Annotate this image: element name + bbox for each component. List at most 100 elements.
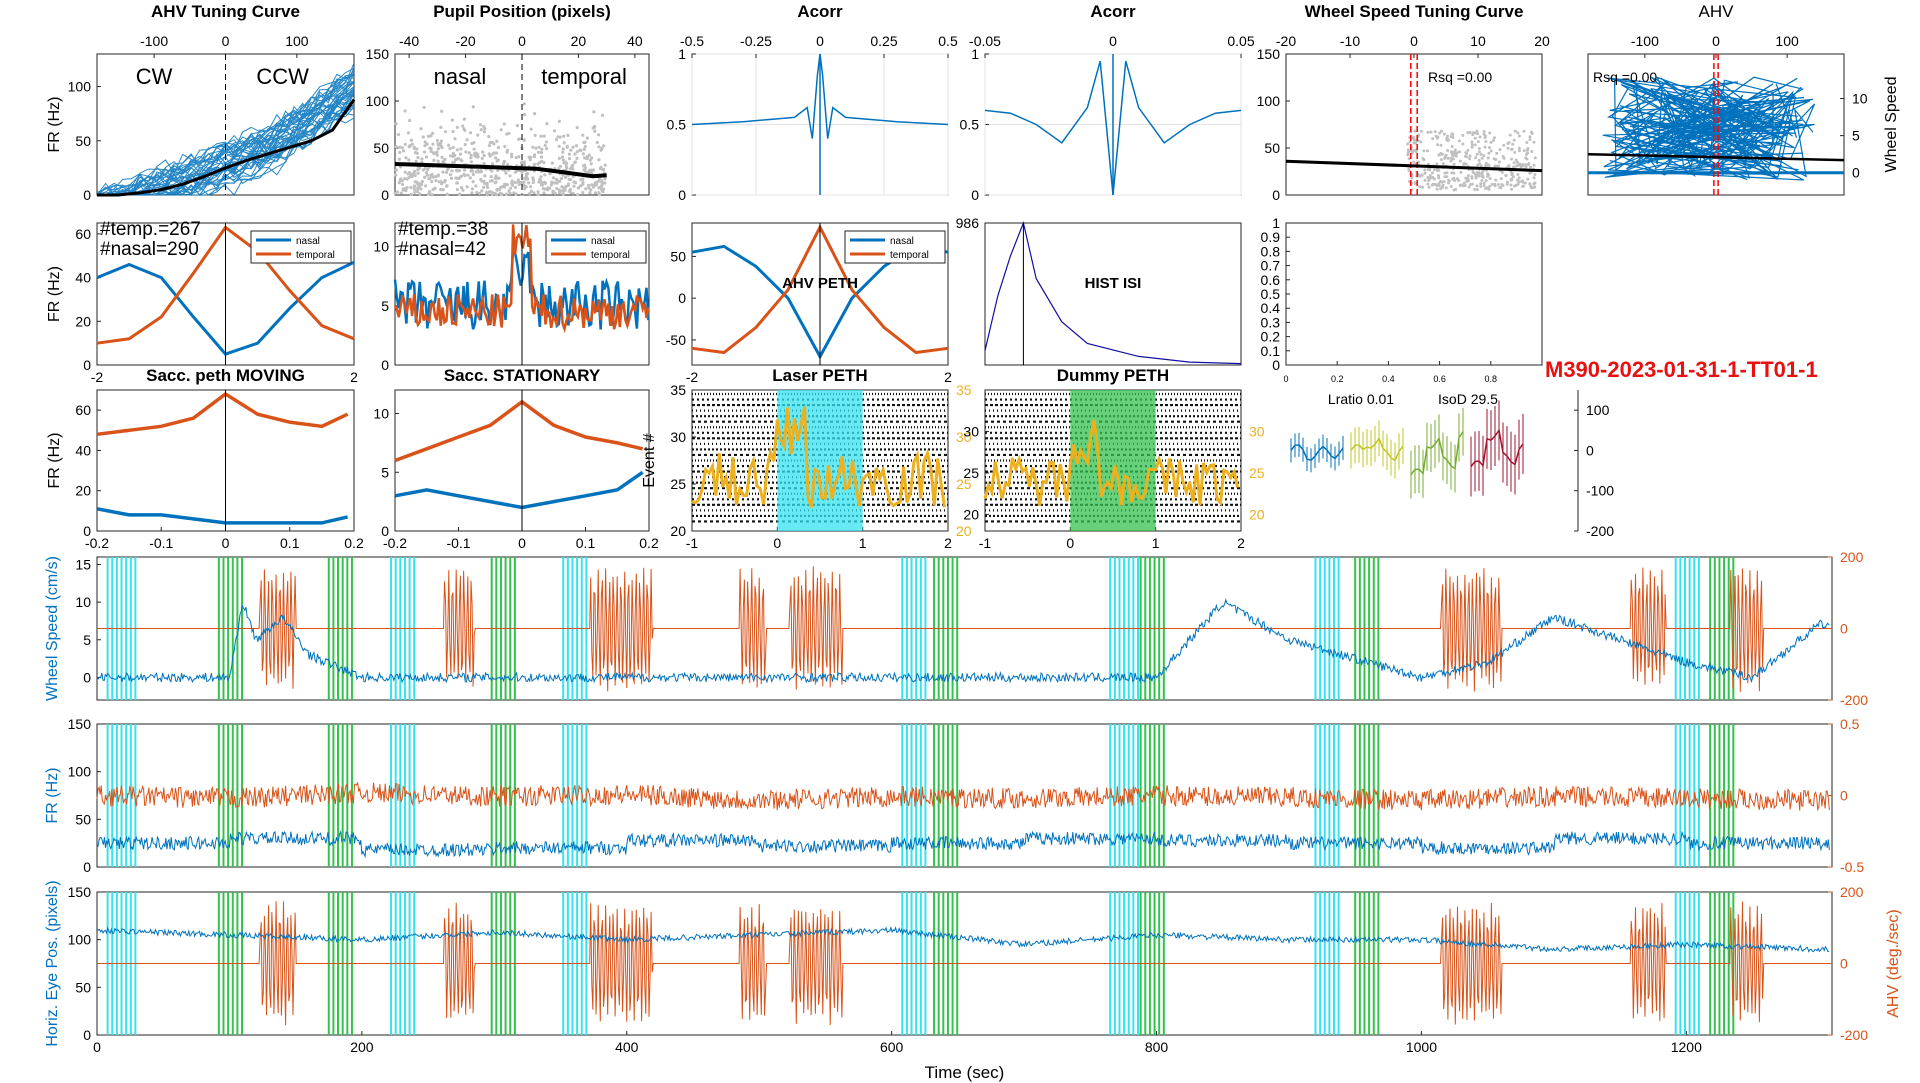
series-line-0	[1587, 152, 1845, 162]
scatter-point	[548, 172, 552, 176]
y-tick-label: 0.6	[1261, 272, 1281, 288]
rsq-label: Rsq =0.00	[1593, 69, 1657, 85]
scatter-point	[534, 146, 538, 150]
scatter-point	[448, 154, 453, 158]
scatter-point	[482, 162, 486, 166]
scatter-point	[597, 177, 602, 181]
scatter-point	[421, 135, 425, 139]
scatter-point	[1479, 152, 1483, 156]
legend-label: nasal	[890, 236, 914, 247]
scatter-point	[542, 134, 546, 138]
scatter-point	[455, 176, 459, 180]
x-tick-label: 0	[222, 33, 230, 49]
scatter-point	[1488, 184, 1492, 188]
scatter-point	[522, 112, 527, 117]
scatter-point	[481, 185, 486, 189]
scatter-point	[593, 129, 597, 133]
legend-label: temporal	[296, 250, 335, 261]
scatter-point	[575, 150, 579, 154]
scatter-point	[567, 177, 571, 181]
scatter-point	[481, 150, 485, 154]
figure-label: M390-2023-01-31-1-TT01-1	[1545, 357, 1818, 382]
y-tick-label: 5	[1852, 128, 1860, 144]
y-tick-label: 150	[68, 716, 92, 732]
scatter-point	[413, 173, 417, 178]
y-tick-label: 20	[670, 523, 686, 539]
scatter-point	[400, 146, 405, 150]
scatter-point	[496, 168, 500, 172]
scatter-point	[583, 166, 588, 170]
scatter-point	[1427, 178, 1431, 182]
scatter-point	[490, 190, 494, 194]
scatter-point	[465, 138, 469, 142]
scatter-point	[1464, 152, 1468, 156]
axes-box	[1285, 222, 1543, 366]
scatter-point	[579, 184, 583, 188]
scatter-point	[557, 188, 561, 192]
scatter-point	[514, 192, 518, 196]
y-tick-label: 0.2	[1261, 329, 1281, 345]
scatter-point	[483, 174, 487, 178]
scatter-point	[505, 148, 510, 152]
y-tick-label: 25	[963, 465, 979, 481]
annotation-cw: CW	[136, 64, 173, 89]
scatter-point	[414, 159, 418, 163]
scatter-point	[588, 158, 592, 162]
y-tick-label: 25	[670, 476, 686, 492]
scatter-point	[1482, 181, 1486, 185]
series-line-0	[394, 470, 644, 510]
scatter-point	[1411, 151, 1415, 155]
scatter-point	[531, 145, 535, 149]
scatter-point	[406, 131, 411, 135]
scatter-point	[1486, 174, 1490, 178]
scatter-point	[1481, 175, 1485, 179]
scatter-point	[418, 182, 422, 186]
scatter-point	[1479, 164, 1483, 168]
legend-label: nasal	[296, 236, 320, 247]
scatter-point	[1530, 149, 1534, 153]
y-tick-label: 0.5	[960, 117, 980, 133]
scatter-point	[1453, 148, 1457, 152]
scatter-point	[584, 187, 588, 191]
scatter-point	[1480, 178, 1484, 182]
scatter-point	[603, 181, 607, 185]
scatter-point	[1464, 162, 1468, 166]
scatter-point	[1510, 157, 1514, 161]
y-tick-label: 0.9	[1261, 229, 1281, 245]
scatter-point	[1475, 188, 1479, 192]
legend: nasal temporal	[545, 230, 647, 264]
scatter-cloud	[393, 102, 607, 197]
scatter-point	[1517, 146, 1521, 150]
scatter-point	[1446, 156, 1450, 160]
scatter-point	[444, 170, 449, 174]
scatter-point	[401, 188, 405, 192]
scatter-point	[513, 170, 517, 174]
x-tick-label: 0.1	[280, 535, 300, 551]
scatter-point	[1440, 185, 1444, 189]
scatter-point	[1510, 178, 1514, 182]
scatter-point	[561, 189, 565, 193]
y-tick-label: -100	[1586, 483, 1614, 499]
scatter-point	[441, 188, 445, 192]
scatter-point	[1432, 168, 1436, 172]
scatter-point	[1489, 140, 1493, 144]
scatter-point	[1529, 130, 1533, 134]
x-tick-label: -0.1	[149, 535, 173, 551]
scatter-point	[1451, 154, 1455, 158]
scatter-point	[420, 157, 424, 161]
right-tick-label: 200	[1840, 884, 1864, 900]
scatter-point	[491, 152, 495, 156]
scatter-point	[1470, 143, 1474, 147]
right-tick-label: 0	[1840, 788, 1848, 804]
scatter-point	[1490, 182, 1494, 186]
scatter-point	[462, 117, 466, 121]
scatter-point	[1435, 162, 1439, 166]
y-tick-label: 0	[1586, 442, 1594, 458]
scatter-point	[399, 191, 403, 195]
scatter-point	[587, 170, 591, 174]
scatter-point	[1442, 180, 1446, 184]
scatter-point	[510, 152, 514, 156]
scatter-point	[566, 183, 571, 187]
x-tick-label: -10	[1340, 33, 1360, 49]
scatter-point	[437, 180, 441, 184]
